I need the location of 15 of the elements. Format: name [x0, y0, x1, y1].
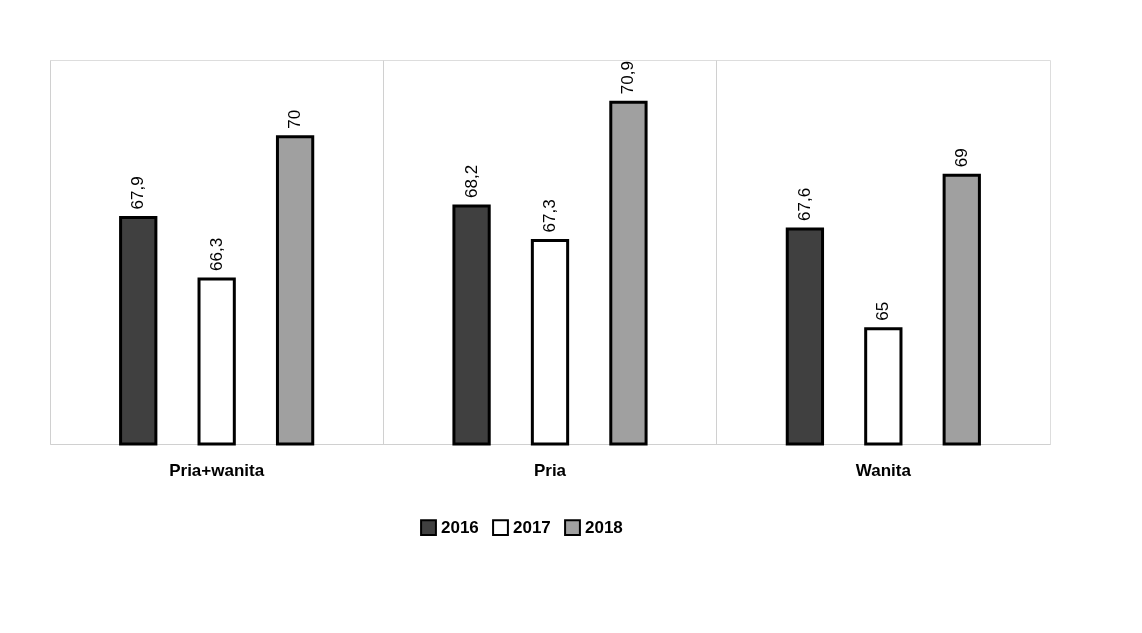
data-label: 70,9	[618, 61, 638, 95]
data-label: 65	[873, 301, 893, 321]
data-label: 67,6	[794, 187, 814, 221]
data-label: 67,9	[128, 176, 148, 210]
legend-label: 2017	[513, 517, 551, 537]
x-tick-label: Wanita	[855, 460, 912, 480]
x-tick-label: Pria+wanita	[169, 460, 265, 480]
legend-label: 2016	[441, 517, 479, 537]
data-label: 66,3	[206, 237, 226, 271]
data-label: 70	[285, 109, 305, 129]
x-tick-label: Pria	[533, 460, 567, 480]
data-label: 67,3	[540, 199, 559, 233]
data-label: 69	[951, 148, 971, 168]
data-label: 68,2	[461, 164, 481, 198]
legend-label: 2018	[585, 517, 623, 537]
